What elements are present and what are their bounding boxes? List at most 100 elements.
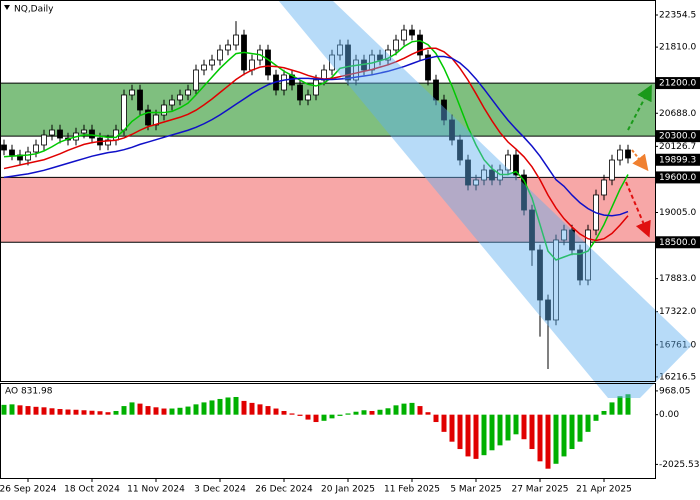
x-tick-label: 3 Dec 2024 bbox=[194, 485, 246, 495]
ao-bar bbox=[481, 414, 487, 456]
x-tick-label: 18 Oct 2024 bbox=[64, 485, 120, 495]
ao-bar bbox=[289, 413, 295, 415]
ao-bar bbox=[521, 414, 527, 440]
candle-body bbox=[281, 74, 287, 91]
x-tick-label: 26 Dec 2024 bbox=[255, 485, 313, 495]
y-tick-label: 968.05 bbox=[659, 386, 691, 396]
ao-bar bbox=[161, 408, 167, 415]
ao-bar bbox=[241, 400, 247, 415]
candle-body bbox=[305, 94, 311, 101]
candle-body bbox=[553, 239, 559, 321]
ao-bar bbox=[553, 414, 559, 464]
ao-bar bbox=[33, 406, 39, 415]
candle-body bbox=[233, 34, 239, 46]
ao-bar bbox=[169, 408, 175, 415]
moving-average bbox=[3, 39, 629, 261]
ao-bar bbox=[425, 412, 431, 415]
y-tick-label: 21810.0 bbox=[659, 43, 696, 53]
ao-bar bbox=[337, 414, 343, 416]
candle-body bbox=[417, 34, 423, 56]
ao-bar bbox=[601, 410, 607, 415]
candle-body bbox=[217, 49, 223, 61]
ao-bar bbox=[433, 414, 439, 423]
ao-bar bbox=[457, 414, 463, 450]
candle-body bbox=[249, 59, 255, 71]
level-label-box bbox=[656, 130, 700, 143]
ao-bar bbox=[401, 403, 407, 415]
level-label: 21200.0 bbox=[659, 79, 696, 89]
ao-bar bbox=[393, 405, 399, 415]
candle-body bbox=[457, 139, 463, 161]
ao-bar bbox=[17, 405, 23, 415]
candle-body bbox=[513, 154, 519, 176]
ao-bar bbox=[185, 406, 191, 415]
candle-body bbox=[33, 144, 39, 153]
candle-body bbox=[265, 49, 271, 76]
candle-body bbox=[385, 49, 391, 61]
x-tick-label: 20 Jan 2025 bbox=[321, 485, 375, 495]
candle-body bbox=[169, 99, 175, 106]
candle-body bbox=[561, 229, 567, 241]
x-tick-label: 21 Apr 2025 bbox=[576, 485, 632, 495]
ao-bar bbox=[137, 403, 143, 415]
candle-body bbox=[105, 139, 111, 146]
level-label-box bbox=[656, 236, 700, 249]
ao-bar bbox=[497, 414, 503, 446]
ao-bar bbox=[441, 414, 447, 432]
candle-body bbox=[465, 159, 471, 186]
ao-bar bbox=[257, 404, 263, 415]
ao-bar bbox=[153, 407, 159, 415]
candle-body bbox=[449, 119, 455, 141]
candle-body bbox=[329, 54, 335, 71]
ao-bar bbox=[273, 408, 279, 415]
candle-body bbox=[193, 69, 199, 91]
ao-bar bbox=[561, 414, 567, 457]
ao-bar bbox=[193, 404, 199, 415]
candle-body bbox=[337, 44, 343, 56]
y-tick-label: -2025.53 bbox=[659, 460, 699, 470]
ao-bar bbox=[609, 402, 615, 415]
y-tick-label: 20688.0 bbox=[659, 109, 696, 119]
ao-bar bbox=[449, 414, 455, 442]
candle-body bbox=[225, 44, 231, 51]
trend-channel bbox=[278, 0, 692, 398]
ao-bar bbox=[409, 402, 415, 415]
plot-area: 26 Sep 2024 18 Oct 2024 11 Nov 2024 3 Dec 2… bbox=[0, 11, 700, 495]
ao-bar bbox=[265, 406, 271, 415]
ao-bar bbox=[281, 410, 287, 415]
ao-bar bbox=[385, 408, 391, 415]
ao-bar bbox=[313, 414, 319, 423]
ao-bar bbox=[465, 414, 471, 457]
y-tick-label: 20126.7 bbox=[659, 142, 696, 152]
ao-bar bbox=[377, 409, 383, 415]
candle-body bbox=[393, 39, 399, 51]
ao-bar bbox=[209, 400, 215, 415]
candle-body bbox=[89, 129, 95, 139]
ao-title: AO 831.98 bbox=[5, 387, 53, 397]
ao-bar bbox=[369, 410, 375, 415]
ao-bar bbox=[49, 408, 55, 415]
menu-icon bbox=[4, 5, 10, 10]
candle-body bbox=[9, 149, 15, 156]
candle-body bbox=[569, 229, 575, 251]
candle-body bbox=[489, 169, 495, 181]
ao-bar bbox=[545, 414, 551, 469]
y-tick-label: 16216.5 bbox=[659, 372, 696, 382]
chart-title: NQ,Daily bbox=[14, 5, 54, 15]
x-tick-label: 26 Sep 2024 bbox=[0, 485, 57, 495]
ao-bar bbox=[529, 414, 535, 450]
last-price-label: 19899.3 bbox=[659, 155, 696, 165]
ao-bar bbox=[89, 410, 95, 415]
candle-body bbox=[505, 154, 511, 171]
candle-body bbox=[297, 84, 303, 101]
ao-bar bbox=[361, 410, 367, 415]
y-tick-label: 17883.0 bbox=[659, 274, 696, 284]
candle-body bbox=[545, 299, 551, 321]
candle-body bbox=[585, 229, 591, 281]
ao-bar bbox=[129, 402, 135, 415]
y-tick-label: 22354.5 bbox=[659, 11, 696, 21]
ao-bar bbox=[41, 407, 47, 415]
ao-bar bbox=[177, 407, 183, 415]
ao-bar bbox=[145, 406, 151, 415]
